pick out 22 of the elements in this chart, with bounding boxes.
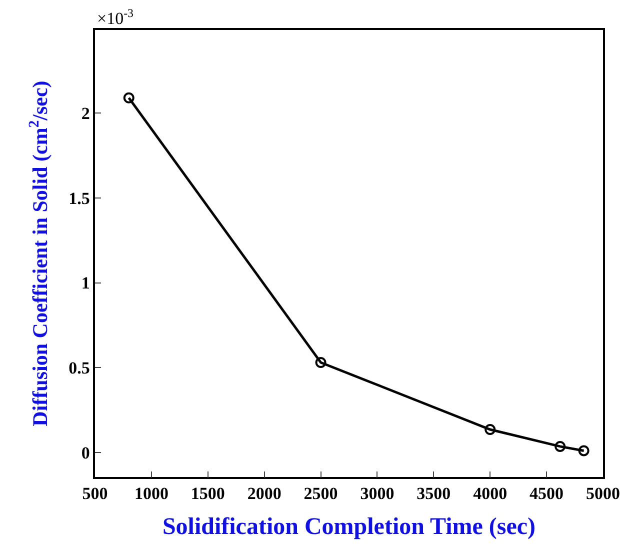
x-tick-label: 1500 — [190, 484, 225, 504]
x-axis-title: Solidification Completion Time (sec) — [162, 514, 536, 540]
x-tick-label: 4000 — [473, 484, 508, 504]
x-tick-label: 3000 — [360, 484, 394, 504]
x-tick-label: 3500 — [416, 484, 451, 504]
y-tick-label: 1.5 — [68, 188, 90, 208]
x-tick-label: 5000 — [586, 484, 620, 504]
x-tick-label: 1000 — [134, 484, 168, 504]
y-tick-label: 0.5 — [68, 358, 90, 378]
point — [315, 356, 326, 368]
x-tick-label: 2500 — [304, 484, 338, 504]
y-tick-label: 1 — [81, 274, 90, 293]
point — [578, 445, 590, 456]
x-tick-label: 500 — [82, 484, 108, 504]
point — [554, 440, 566, 452]
x-tick-label: 2000 — [247, 484, 282, 504]
x-tick-label: 4500 — [530, 484, 564, 504]
y-tick-label: 2 — [81, 104, 90, 124]
text: ×10$^{-3}$ — [97, 6, 134, 28]
point — [484, 424, 496, 435]
point — [123, 92, 134, 104]
y-tick-label: 0 — [81, 443, 90, 462]
